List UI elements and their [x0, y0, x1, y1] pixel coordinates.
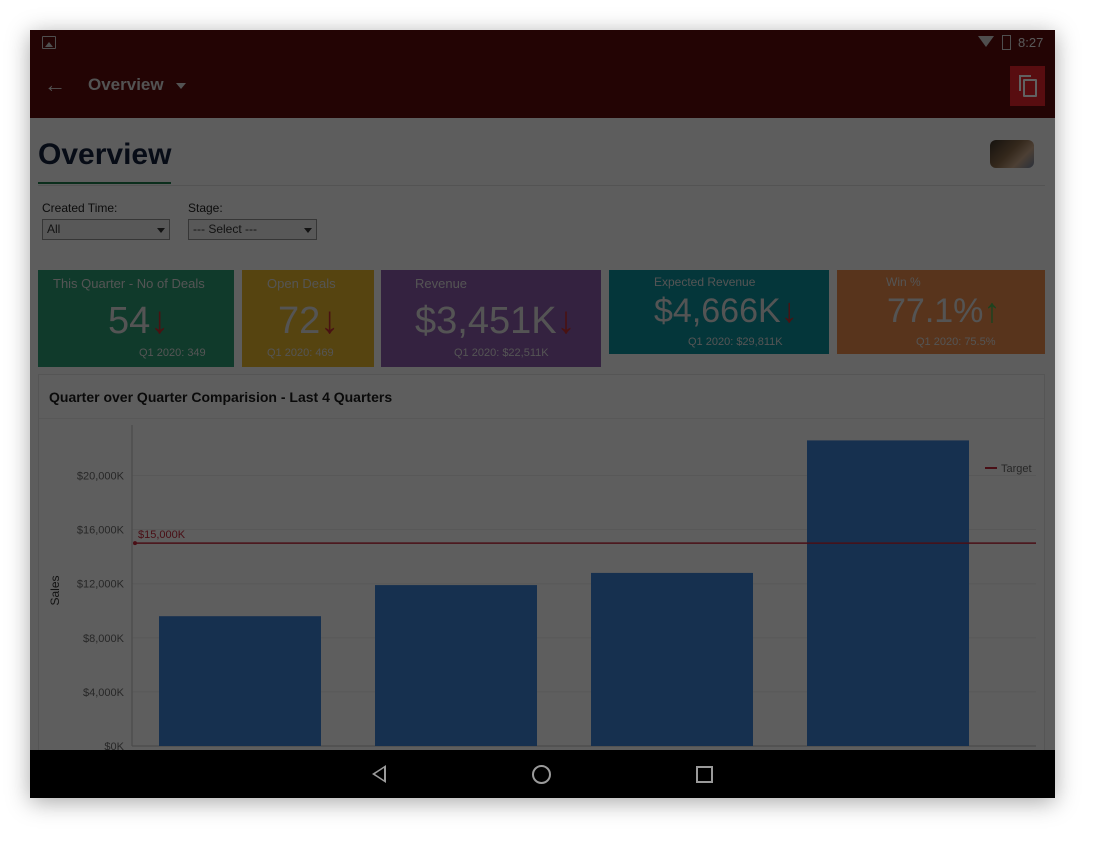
- arrow-down-icon: ↓: [780, 292, 798, 330]
- chevron-down-icon: [304, 228, 312, 233]
- kpi-label: Win %: [886, 275, 921, 289]
- stage-value: --- Select ---: [193, 222, 257, 236]
- kpi-label: Revenue: [415, 276, 468, 291]
- kpi-card-revenue[interactable]: Revenue $3,451K↓ Q1 2020: $22,511K: [381, 270, 601, 367]
- kpi-value: $4,666K↓: [654, 292, 798, 330]
- legend-target-label: Target: [1001, 463, 1032, 475]
- kpi-value: 72↓: [278, 300, 340, 342]
- chevron-down-icon: [157, 228, 165, 233]
- target-label: $15,000K: [138, 529, 186, 541]
- app-bar-title[interactable]: Overview: [88, 75, 164, 94]
- title-divider: [38, 185, 1045, 186]
- kpi-compare: Q1 2020: 349: [139, 347, 206, 359]
- kpi-compare: Q1 2020: $29,811K: [688, 336, 783, 348]
- nav-back-icon[interactable]: [372, 765, 386, 783]
- dropdown-caret-icon[interactable]: [176, 83, 186, 89]
- y-tick-label: $4,000K: [83, 687, 125, 699]
- kpi-compare: Q1 2020: $22,511K: [454, 347, 549, 359]
- copy-button[interactable]: [1010, 66, 1045, 106]
- kpi-label: This Quarter - No of Deals: [53, 276, 205, 291]
- stage-label: Stage:: [188, 201, 223, 215]
- kpi-label: Expected Revenue: [654, 275, 756, 289]
- y-tick-label: $12,000K: [77, 579, 125, 591]
- tablet-screen: 8:27 ← Overview Overview Created Time: A…: [30, 30, 1055, 798]
- image-notification-icon: [42, 36, 56, 49]
- target-marker: [133, 541, 137, 546]
- created-time-label: Created Time:: [42, 201, 118, 215]
- arrow-down-icon: ↓: [320, 300, 340, 342]
- y-tick-label: $8,000K: [83, 633, 125, 645]
- handshake-avatar: [990, 140, 1034, 168]
- y-tick-label: $16,000K: [77, 525, 125, 537]
- kpi-card-open-deals[interactable]: Open Deals 72↓ Q1 2020: 469: [242, 270, 374, 367]
- title-underline: [38, 182, 171, 184]
- battery-icon: [1002, 35, 1011, 50]
- kpi-label: Open Deals: [267, 276, 336, 291]
- kpi-card-expected-revenue[interactable]: Expected Revenue $4,666K↓ Q1 2020: $29,8…: [609, 270, 829, 354]
- y-tick-label: $20,000K: [77, 471, 125, 483]
- kpi-compare: Q1 2020: 75.5%: [916, 336, 996, 348]
- status-time: 8:27: [1018, 35, 1044, 50]
- bar: [375, 585, 537, 746]
- wifi-icon: [978, 36, 994, 47]
- created-time-value: All: [47, 222, 61, 236]
- kpi-value: 54↓: [108, 300, 170, 342]
- kpi-value: 77.1%↑: [887, 292, 1001, 330]
- nav-home-icon[interactable]: [532, 765, 551, 784]
- kpi-value: $3,451K↓: [415, 300, 576, 342]
- arrow-down-icon: ↓: [150, 300, 170, 342]
- kpi-card-deals[interactable]: This Quarter - No of Deals 54↓ Q1 2020: …: [38, 270, 234, 367]
- app-bar: ← Overview: [30, 54, 1055, 118]
- nav-recent-apps-icon[interactable]: [696, 766, 713, 783]
- arrow-down-icon: ↓: [556, 300, 576, 342]
- bar: [807, 440, 969, 746]
- kpi-card-win-pct[interactable]: Win % 77.1%↑ Q1 2020: 75.5%: [837, 270, 1045, 354]
- back-arrow-icon[interactable]: ←: [44, 72, 66, 97]
- page-title: Overview: [38, 138, 172, 171]
- y-axis-title: Sales: [48, 575, 62, 605]
- arrow-up-icon: ↑: [983, 292, 1001, 330]
- chart-card: Quarter over Quarter Comparision - Last …: [38, 374, 1045, 798]
- created-time-select[interactable]: All: [42, 219, 170, 240]
- bar: [159, 616, 321, 746]
- kpi-compare: Q1 2020: 469: [267, 347, 334, 359]
- stage-select[interactable]: --- Select ---: [188, 219, 317, 240]
- copy-icon-front: [1023, 79, 1037, 97]
- bar: [591, 572, 753, 746]
- bar-chart: $0K$4,000K$8,000K$12,000K$16,000K$20,000…: [48, 425, 1036, 786]
- status-bar: 8:27: [30, 30, 1055, 54]
- android-nav-bar: [30, 750, 1055, 798]
